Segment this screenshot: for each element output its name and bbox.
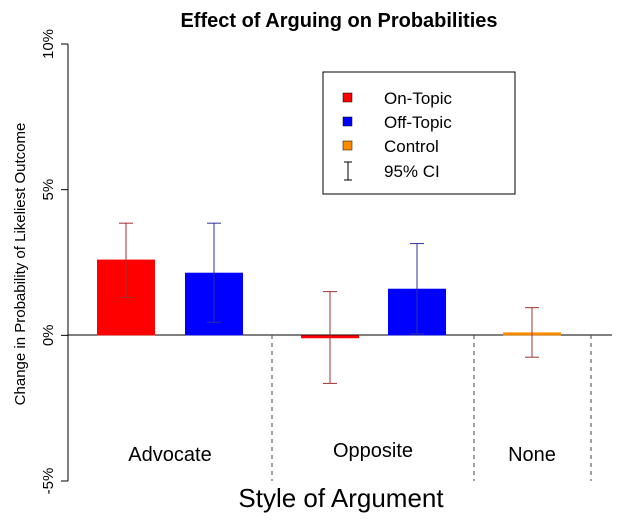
legend: On-Topic Off-Topic Control 95% CI: [322, 71, 516, 195]
legend-swatch-on-topic: [342, 92, 353, 103]
bars: [97, 259, 561, 339]
y-tick-label: 10%: [40, 29, 57, 59]
legend-errorbar-icon: [344, 161, 352, 181]
errorbar-none-control: [525, 307, 539, 358]
error-bars: [119, 222, 539, 384]
errorbar-advocate-off-topic: [207, 222, 221, 323]
legend-swatch-off-topic: [342, 116, 353, 127]
group-label-none: None: [508, 444, 556, 466]
group-label-advocate: Advocate: [128, 444, 211, 466]
legend-box: [322, 71, 516, 195]
legend-swatch-control: [342, 140, 353, 151]
x-axis-label: Style of Argument: [238, 483, 444, 513]
y-axis: -5% 0% 5% 10%: [40, 29, 69, 495]
group-label-opposite: Opposite: [333, 440, 413, 462]
legend-label-on-topic: On-Topic: [384, 89, 453, 108]
errorbar-advocate-on-topic: [119, 222, 133, 298]
group-separators: [271, 335, 592, 481]
legend-label-ci: 95% CI: [384, 162, 440, 181]
errorbar-opposite-off-topic: [410, 243, 424, 335]
errorbar-opposite-on-topic: [323, 291, 337, 384]
y-tick-label: -5%: [40, 468, 57, 495]
y-tick-label: 0%: [40, 324, 57, 346]
y-tick-label: 5%: [40, 179, 57, 201]
y-axis-label: Change in Probability of Likeliest Outco…: [12, 123, 29, 406]
legend-label-off-topic: Off-Topic: [384, 113, 452, 132]
chart-title: Effect of Arguing on Probabilities: [180, 10, 497, 32]
legend-label-control: Control: [384, 137, 439, 156]
